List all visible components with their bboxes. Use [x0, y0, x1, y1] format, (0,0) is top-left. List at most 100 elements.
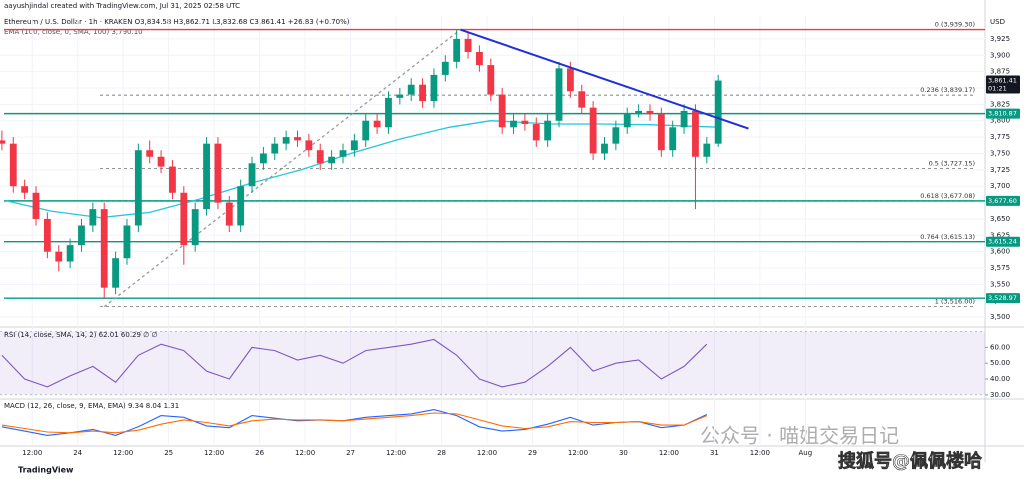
x-tick-label: 12:00 — [568, 449, 588, 457]
y-tick-label: 3,650 — [990, 215, 1010, 223]
candle-body — [123, 225, 131, 259]
price-tag — [986, 236, 1020, 247]
candle-body — [544, 120, 552, 141]
candle-body — [21, 186, 29, 193]
candle-body — [203, 143, 210, 210]
x-tick-label: 26 — [255, 449, 264, 457]
candle-body — [32, 192, 40, 219]
y-tick-label: 50.00 — [990, 359, 1010, 367]
y-tick-label: 3,900 — [990, 51, 1010, 59]
candle-body — [237, 186, 245, 226]
candle-body — [396, 94, 404, 98]
candle-body — [657, 114, 665, 151]
candle-body — [510, 120, 517, 128]
price-tag-label: 3,810.87 — [988, 110, 1017, 118]
y-tick-label: 30.00 — [990, 391, 1010, 399]
y-tick-label: 3,625 — [990, 231, 1010, 239]
y-tick-label: 3,725 — [990, 166, 1010, 174]
x-tick-label: 12:00 — [204, 449, 224, 457]
trendline — [460, 28, 749, 130]
candle-body — [601, 143, 608, 154]
pane-title: MACD (12, 26, close, 9, EMA, EMA) 9.34 8… — [4, 402, 179, 410]
y-tick-label: 3,800 — [990, 117, 1010, 125]
candle-body — [453, 38, 461, 62]
candle-body — [487, 65, 495, 95]
fib-label: 1 (3,516.00) — [935, 298, 975, 306]
y-tick-label: 60.00 — [990, 343, 1010, 351]
candle-body — [305, 140, 313, 151]
x-tick-label: 12:00 — [477, 449, 497, 457]
price-tag-label: 3,677.60 — [988, 197, 1017, 205]
candle-body — [373, 120, 381, 128]
candle-body — [146, 150, 154, 157]
watermark: 公众号 · 喵姐交易日记 — [700, 424, 899, 448]
y-tick-label: 3,700 — [990, 182, 1010, 190]
candle-body — [169, 166, 176, 193]
candle-body — [692, 110, 699, 157]
candle-body — [385, 97, 392, 128]
price-tag — [986, 75, 1020, 94]
author-line: aayushjindal created with TradingView.co… — [4, 2, 240, 10]
x-tick-label: 24 — [73, 449, 82, 457]
candle-body — [441, 61, 449, 75]
y-tick-label: 3,600 — [990, 248, 1010, 256]
candle-body — [646, 110, 654, 115]
ema-line — [5, 120, 719, 219]
price-tag — [986, 108, 1020, 119]
price-tag-label: 3,615.24 — [988, 238, 1017, 246]
candle-body — [612, 127, 620, 144]
candle-body — [714, 80, 722, 144]
candle-body — [407, 84, 415, 95]
y-tick-label: 3,575 — [990, 264, 1010, 272]
candle-body — [112, 258, 120, 288]
price-tag — [986, 293, 1020, 304]
price-tag-label: 3,528.97 — [988, 294, 1017, 302]
candle-body — [350, 140, 358, 151]
candle-body — [566, 68, 574, 92]
fib-label: 0.764 (3,615.13) — [920, 233, 975, 241]
indicator-line — [1, 409, 708, 436]
candle-body — [703, 143, 711, 157]
y-tick-label: 40.00 — [990, 375, 1010, 383]
y-tick-label: 3,550 — [990, 280, 1010, 288]
watermark: 搜狐号@佩佩楼哈 — [838, 450, 982, 472]
candle-body — [419, 84, 426, 102]
candle-body — [430, 74, 438, 102]
x-tick-label: 12:00 — [659, 449, 679, 457]
x-tick-label: 12:00 — [113, 449, 133, 457]
candle-body — [623, 114, 631, 128]
candle-body — [225, 202, 233, 226]
candle-body — [271, 143, 279, 154]
y-tick-label: 3,825 — [990, 100, 1010, 108]
y-tick-label: 3,875 — [990, 68, 1010, 76]
candle-body — [498, 94, 506, 128]
x-tick-label: 25 — [164, 449, 173, 457]
indicator-line — [1, 412, 708, 434]
candle-body — [191, 209, 199, 246]
candle-body — [521, 120, 529, 125]
candle-body — [89, 209, 97, 226]
countdown: 01:21 — [988, 85, 1007, 93]
price-tag-label: 3,861.41 — [988, 77, 1017, 85]
candle-body — [66, 245, 74, 262]
candle-body — [78, 225, 85, 246]
candle-body — [635, 110, 643, 115]
candle-body — [55, 251, 63, 262]
candle-body — [100, 209, 108, 288]
symbol-line: Ethereum / U.S. Dollar · 1h · KRAKEN O3,… — [4, 18, 350, 26]
candle-body — [328, 156, 336, 164]
candle-body — [43, 218, 51, 252]
fib-label: 0.618 (3,677.08) — [920, 192, 975, 200]
currency: USD — [990, 18, 1005, 26]
price-tag — [986, 195, 1020, 206]
candle-body — [180, 192, 188, 246]
candle-body — [476, 52, 483, 66]
x-tick-label: 27 — [346, 449, 355, 457]
candle-body — [669, 127, 677, 151]
candle-body — [339, 150, 347, 157]
pane-title: RSI (14, close, SMA, 14, 2) 62.01 60.29 … — [4, 331, 158, 339]
candle-body — [464, 38, 472, 53]
x-tick-label: 12:00 — [22, 449, 42, 457]
x-tick-label: Aug — [799, 449, 813, 457]
candle-body — [259, 153, 267, 164]
